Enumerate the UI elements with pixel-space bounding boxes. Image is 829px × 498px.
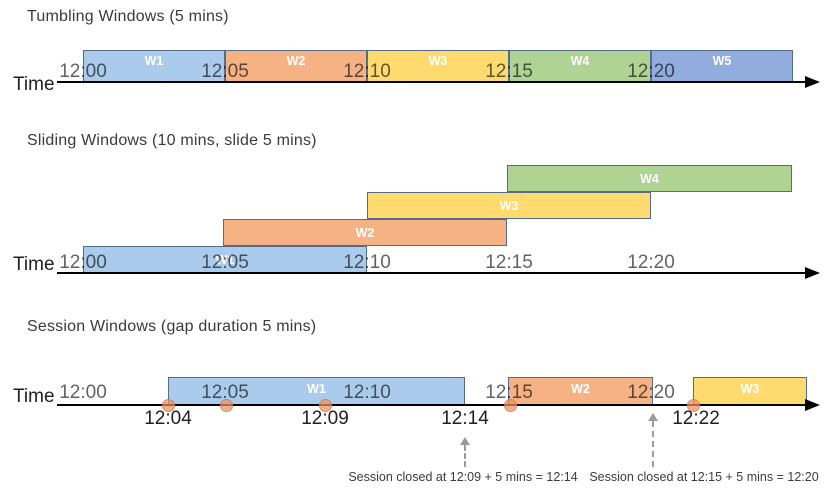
sliding-window-w3	[367, 192, 651, 219]
session-window-w3	[693, 377, 807, 405]
tumbling-time-axis-label: Time	[13, 74, 55, 95]
session-window-label-w1: W1	[307, 382, 326, 396]
session-event-dot-1	[161, 398, 175, 412]
tumbling-window-label-w2: W2	[286, 54, 306, 68]
session-close-arrow-head-1	[460, 437, 470, 445]
session-time-axis-label: Time	[13, 386, 55, 407]
sliding-window-label-w4: W4	[640, 172, 659, 186]
tumbling-window-label-w5: W5	[712, 54, 732, 68]
session-event-time-1222: 12:22	[672, 408, 720, 429]
session-time-axis	[57, 404, 806, 406]
sliding-tick-1210: 12:10	[343, 252, 391, 273]
tumbling-tick-1210: 12:10	[343, 61, 391, 82]
tumbling-window-label-w1: W1	[144, 54, 164, 68]
sliding-axis-arrow-icon	[805, 267, 820, 279]
tumbling-section-title: Tumbling Windows (5 mins)	[27, 8, 229, 25]
sliding-window-label-w3: W3	[499, 199, 519, 213]
sliding-window-w4	[507, 165, 792, 192]
sliding-time-axis-label: Time	[13, 254, 55, 275]
session-close-annotation-2: Session closed at 12:15 + 5 mins = 12:20	[589, 470, 819, 484]
tumbling-tick-1200: 12:00	[59, 61, 107, 82]
session-tick-1220: 12:20	[627, 382, 675, 403]
tumbling-window-w3	[367, 50, 509, 82]
tumbling-window-w5	[651, 50, 793, 82]
session-event-dot-5	[686, 398, 700, 412]
sliding-tick-1215: 12:15	[485, 252, 533, 273]
session-event-dot-2	[219, 398, 233, 412]
tumbling-tick-1205: 12:05	[201, 61, 249, 82]
session-axis-arrow-icon	[805, 399, 820, 411]
tumbling-window-w1	[83, 50, 225, 82]
tumbling-window-label-w4: W4	[570, 54, 590, 68]
session-event-time-1204: 12:04	[144, 408, 192, 429]
session-event-dot-3	[318, 398, 332, 412]
session-close-arrow-line-2	[652, 421, 654, 467]
tumbling-time-axis	[57, 81, 806, 83]
session-window-label-w2: W2	[571, 382, 590, 396]
session-tick-1205: 12:05	[201, 382, 249, 403]
tumbling-axis-arrow-icon	[805, 76, 820, 88]
session-tick-1215: 12:15	[485, 382, 533, 403]
session-event-time-1209: 12:09	[301, 408, 349, 429]
tumbling-window-label-w3: W3	[428, 54, 448, 68]
tumbling-tick-1215: 12:15	[485, 61, 533, 82]
session-window-label-w3: W3	[740, 382, 760, 396]
session-close-arrow-line-1	[464, 445, 466, 467]
sliding-section-title: Sliding Windows (10 mins, slide 5 mins)	[27, 132, 317, 149]
session-window-w1	[168, 377, 465, 405]
sliding-tick-1200: 12:00	[59, 252, 107, 273]
sliding-tick-1220: 12:20	[627, 252, 675, 273]
sliding-window-w2	[223, 219, 507, 246]
session-close-arrow-head-2	[648, 413, 658, 421]
sliding-tick-1205: 12:05	[201, 252, 249, 273]
sliding-window-label-w1: W1	[215, 253, 235, 267]
session-tick-1210: 12:10	[343, 382, 391, 403]
tumbling-window-w2	[225, 50, 367, 82]
session-event-time-1214: 12:14	[441, 408, 489, 429]
session-close-annotation-1: Session closed at 12:09 + 5 mins = 12:14	[348, 470, 578, 484]
tumbling-tick-1220: 12:20	[627, 61, 675, 82]
session-section-title: Session Windows (gap duration 5 mins)	[27, 318, 317, 335]
sliding-time-axis	[57, 272, 806, 274]
sliding-window-label-w2: W2	[355, 226, 375, 240]
session-tick-1200: 12:00	[59, 382, 107, 403]
session-event-dot-4	[503, 398, 517, 412]
